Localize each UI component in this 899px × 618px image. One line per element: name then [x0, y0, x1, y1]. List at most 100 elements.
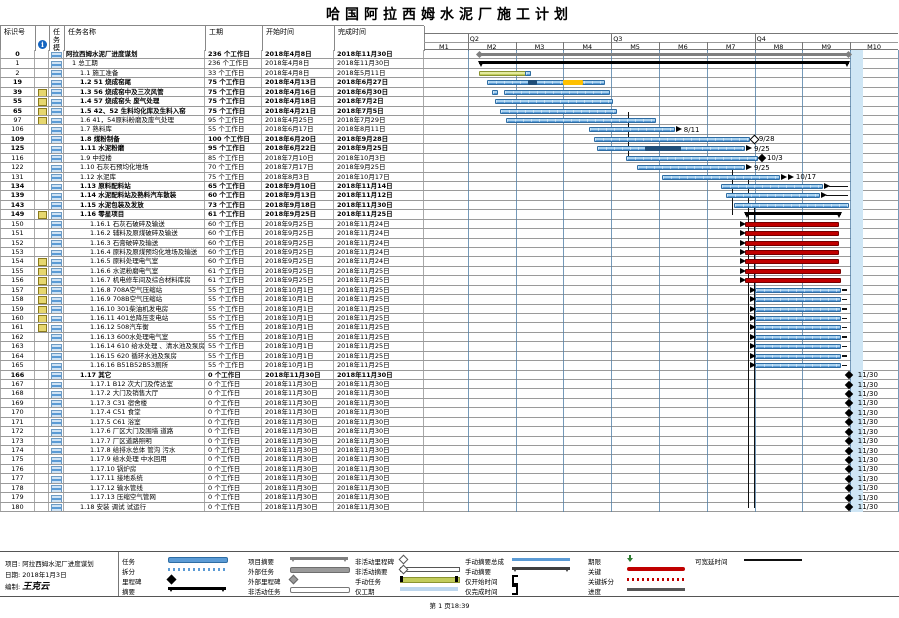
task-mode-icon[interactable]	[51, 372, 62, 379]
note-icon[interactable]	[38, 258, 47, 266]
gantt-bar[interactable]	[499, 108, 618, 114]
row-name-cell[interactable]: 1.17.4 C51 食堂	[64, 408, 205, 417]
table-row[interactable]: 116 1.9 中控楼 85 个工作日 2018年7月10日 2018年10月3日	[0, 153, 898, 164]
gantt-bar[interactable]	[625, 155, 758, 161]
task-mode-icon[interactable]	[51, 136, 62, 144]
task-mode-icon[interactable]	[51, 70, 62, 78]
note-icon[interactable]	[38, 267, 47, 276]
row-name-cell[interactable]: 1.4 57 烧成窑头 废气处理	[64, 97, 205, 106]
table-row[interactable]: 163 1.16.14 610 给水处理 、清水池及泵房 55 个工作日 2018年1…	[0, 342, 898, 352]
table-row[interactable]: 131 1.12 水泥库 75 个工作日 2018年8月3日 2018年10月17日	[0, 172, 898, 182]
task-mode-icon[interactable]	[51, 409, 62, 417]
task-mode-icon[interactable]	[51, 362, 62, 370]
task-mode-icon[interactable]	[51, 475, 62, 483]
gantt-bar[interactable]	[588, 127, 675, 133]
gantt-bar[interactable]	[754, 306, 841, 312]
task-mode-icon[interactable]	[51, 240, 62, 247]
table-row[interactable]: 165 1.16.16 B51B52B53厕所 55 个工作日 2018年10月1日 2…	[0, 361, 898, 371]
gantt-bar[interactable]	[745, 268, 841, 274]
gantt-bar[interactable]	[721, 184, 823, 189]
task-mode-icon[interactable]	[51, 258, 62, 266]
col-header-mode[interactable]: 任务 模式	[50, 26, 65, 51]
task-mode-icon[interactable]	[51, 419, 62, 427]
table-row[interactable]: 122 1.10 石灰石预均化堆场 70 个工作日 2018年7月17日 2018年9月…	[0, 163, 898, 173]
row-name-cell[interactable]: 1.5 42、52 生料均化库及生料入窑	[64, 106, 205, 115]
row-name-cell[interactable]: 1.17.7 厂区道路照明	[64, 436, 205, 445]
table-row[interactable]: 176 1.17.10 锅炉房 0 个工作日 2018年11月30日 2018年11月3…	[0, 464, 898, 475]
row-name-cell[interactable]: 1.16.2 辅料及原煤破碎及输送	[64, 229, 205, 238]
gantt-bar[interactable]	[495, 99, 613, 105]
row-name-cell[interactable]: 1.11 水泥粉磨	[64, 144, 205, 153]
task-mode-icon[interactable]	[51, 324, 62, 332]
task-mode-icon[interactable]	[51, 108, 62, 115]
table-row[interactable]: 178 1.17.12 输水管线 0 个工作日 2018年11月30日 2018年11月…	[0, 483, 898, 494]
row-name-cell[interactable]: 1.16.9 708B空气压缩站	[64, 295, 205, 304]
col-header-duration[interactable]: 工期	[206, 26, 263, 51]
table-row[interactable]: 175 1.17.9 给水处理 中水回用 0 个工作日 2018年11月30日 2018…	[0, 455, 898, 465]
task-mode-icon[interactable]	[51, 296, 62, 304]
table-row[interactable]: 109 1.8 煤粉制备 100 个工作日 2018年6月20日 2018年9月28日	[0, 134, 898, 145]
gantt-bar[interactable]	[478, 70, 532, 76]
row-name-cell[interactable]: 1.13 原料配料站	[64, 182, 205, 191]
task-mode-icon[interactable]	[51, 381, 62, 389]
table-row[interactable]: 162 1.16.13 600水处理电气室 55 个工作日 2018年10月1日 201…	[0, 332, 898, 343]
row-name-cell[interactable]: 1 总工期	[64, 59, 205, 68]
table-row[interactable]: 106 1.7 熟料库 55 个工作日 2018年6月17日 2018年8月11日	[0, 125, 898, 135]
row-name-cell[interactable]: 1.16.12 508汽车衡	[64, 323, 205, 332]
gantt-bar[interactable]	[644, 146, 681, 152]
gantt-bar[interactable]	[563, 80, 584, 86]
task-mode-icon[interactable]	[51, 174, 62, 181]
row-name-cell[interactable]: 1.17.9 给水处理 中水回用	[64, 455, 205, 464]
task-mode-icon[interactable]	[51, 117, 62, 125]
row-name-cell[interactable]: 1.15 水泥包装及发放	[64, 200, 205, 210]
gantt-bar[interactable]	[754, 287, 841, 293]
task-mode-icon[interactable]	[51, 155, 62, 163]
table-row[interactable]: 159 1.16.10 301柴油机发电房 55 个工作日 2018年10月1日 201…	[0, 304, 898, 314]
note-icon[interactable]	[38, 211, 47, 219]
task-mode-icon[interactable]	[51, 89, 62, 97]
table-row[interactable]: 19 1.2 51 烧成窑尾 75 个工作日 2018年4月13日 2018年6月27日	[0, 78, 898, 88]
task-mode-icon[interactable]	[51, 390, 62, 398]
task-mode-icon[interactable]	[51, 277, 62, 285]
gantt-bar[interactable]	[744, 212, 842, 219]
table-row[interactable]: 143 1.15 水泥包装及发放 73 个工作日 2018年9月18日 2018年11月…	[0, 200, 898, 211]
row-name-cell[interactable]: 1.6 41，54原料粉磨及废气处理	[64, 116, 205, 125]
task-mode-icon[interactable]	[51, 211, 62, 219]
col-header-finish[interactable]: 完成时间	[335, 26, 425, 51]
task-mode-icon[interactable]	[51, 334, 62, 342]
row-name-cell[interactable]: 1.17.5 C61 浴室	[64, 417, 205, 427]
table-row[interactable]: 134 1.13 原料配料站 65 个工作日 2018年9月10日 2018年11月14…	[0, 182, 898, 192]
gantt-bar[interactable]	[504, 89, 610, 95]
table-row[interactable]: 55 1.4 57 烧成窑头 废气处理 75 个工作日 2018年4月18日 2018年…	[0, 97, 898, 107]
task-mode-icon[interactable]	[51, 145, 62, 153]
gantt-bar[interactable]	[477, 61, 850, 68]
row-name-cell[interactable]: 1.16.10 301柴油机发电房	[64, 304, 205, 313]
task-mode-icon[interactable]	[51, 79, 62, 87]
table-row[interactable]: 151 1.16.2 辅料及原煤破碎及输送 60 个工作日 2018年9月25日 201…	[0, 229, 898, 239]
table-row[interactable]: 153 1.16.4 原料及原煤预均化堆场及输送 60 个工作日 2018年9月25日…	[0, 248, 898, 258]
table-row[interactable]: 173 1.17.7 厂区道路照明 0 个工作日 2018年11月30日 2018年11…	[0, 436, 898, 446]
task-mode-icon[interactable]	[51, 230, 62, 238]
note-icon[interactable]	[38, 117, 47, 125]
gantt-bar[interactable]	[745, 250, 840, 255]
table-row[interactable]: 152 1.16.3 石膏破碎及输送 60 个工作日 2018年9月25日 2018年1…	[0, 238, 898, 248]
row-name-cell[interactable]: 1.17.1 B12 次大门及传达室	[64, 380, 205, 389]
row-name-cell[interactable]: 1.17.8 给排水总体 管沟 污水	[64, 446, 205, 455]
table-row[interactable]: 156 1.16.7 机电修车间及综合材料库房 61 个工作日 2018年9月25日 2…	[0, 276, 898, 286]
table-row[interactable]: 170 1.17.4 C51 食堂 0 个工作日 2018年11月30日 2018年11…	[0, 408, 898, 418]
note-icon[interactable]	[38, 98, 47, 106]
gantt-bar[interactable]	[734, 202, 849, 208]
note-icon[interactable]	[38, 315, 47, 323]
task-mode-icon[interactable]	[51, 164, 62, 172]
row-name-cell[interactable]: 1.16.13 600水处理电气室	[64, 332, 205, 342]
table-row[interactable]: 168 1.17.2 大门及销售大厅 0 个工作日 2018年11月30日 2018年1…	[0, 389, 898, 399]
gantt-bar[interactable]	[754, 297, 841, 303]
row-name-cell[interactable]: 1.14 水泥配料站及熟料汽车散装	[64, 191, 205, 200]
row-name-cell[interactable]: 1.3 56 烧成窑中及三次风管	[64, 87, 205, 97]
gantt-bar[interactable]	[527, 80, 538, 86]
table-row[interactable]: 157 1.16.8 708A空气压缩站 55 个工作日 2018年10月1日 2018…	[0, 285, 898, 296]
note-icon[interactable]	[38, 296, 47, 304]
table-row[interactable]: 174 1.17.8 给排水总体 管沟 污水 0 个工作日 2018年11月30日 20…	[0, 446, 898, 456]
col-header-start[interactable]: 开始时间	[263, 26, 335, 51]
row-name-cell[interactable]: 1.8 煤粉制备	[64, 134, 205, 144]
